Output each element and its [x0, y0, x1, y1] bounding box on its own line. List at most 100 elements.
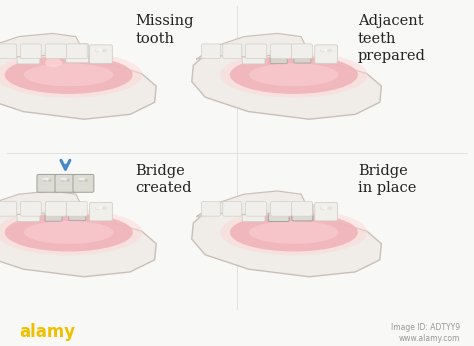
- FancyBboxPatch shape: [242, 203, 265, 221]
- Ellipse shape: [220, 209, 367, 255]
- Ellipse shape: [327, 207, 332, 210]
- Ellipse shape: [102, 49, 107, 52]
- Ellipse shape: [230, 56, 358, 94]
- Polygon shape: [197, 34, 306, 59]
- FancyBboxPatch shape: [315, 45, 337, 63]
- Ellipse shape: [297, 207, 304, 210]
- Ellipse shape: [275, 55, 283, 57]
- Ellipse shape: [321, 49, 328, 52]
- Ellipse shape: [102, 207, 107, 210]
- Ellipse shape: [24, 221, 114, 244]
- FancyBboxPatch shape: [242, 46, 265, 64]
- Polygon shape: [0, 34, 81, 59]
- Ellipse shape: [279, 209, 283, 211]
- FancyBboxPatch shape: [0, 44, 17, 58]
- Ellipse shape: [22, 49, 27, 53]
- Ellipse shape: [84, 179, 88, 182]
- FancyBboxPatch shape: [223, 201, 242, 216]
- FancyBboxPatch shape: [292, 44, 312, 58]
- Ellipse shape: [78, 178, 85, 181]
- Ellipse shape: [247, 207, 253, 211]
- Ellipse shape: [255, 207, 260, 211]
- Ellipse shape: [5, 213, 133, 252]
- FancyBboxPatch shape: [17, 46, 40, 64]
- Polygon shape: [192, 51, 382, 119]
- Ellipse shape: [320, 49, 325, 52]
- Ellipse shape: [303, 208, 307, 211]
- FancyBboxPatch shape: [201, 201, 220, 216]
- FancyBboxPatch shape: [292, 201, 312, 216]
- Ellipse shape: [0, 209, 142, 255]
- Ellipse shape: [66, 179, 70, 182]
- Ellipse shape: [248, 207, 255, 210]
- Polygon shape: [0, 209, 156, 277]
- FancyBboxPatch shape: [66, 201, 87, 216]
- Ellipse shape: [29, 207, 35, 211]
- Ellipse shape: [249, 63, 338, 86]
- Ellipse shape: [298, 208, 302, 211]
- FancyBboxPatch shape: [37, 174, 58, 192]
- Ellipse shape: [29, 49, 35, 53]
- Ellipse shape: [71, 48, 76, 51]
- Ellipse shape: [74, 212, 81, 214]
- Polygon shape: [197, 191, 306, 217]
- Ellipse shape: [48, 179, 52, 182]
- FancyBboxPatch shape: [294, 52, 311, 63]
- Ellipse shape: [320, 207, 325, 210]
- Ellipse shape: [78, 48, 83, 51]
- Ellipse shape: [5, 56, 133, 94]
- Ellipse shape: [248, 49, 255, 52]
- FancyBboxPatch shape: [38, 177, 93, 188]
- Ellipse shape: [0, 52, 142, 98]
- Polygon shape: [0, 51, 156, 119]
- Ellipse shape: [42, 178, 49, 181]
- Ellipse shape: [327, 49, 332, 52]
- Ellipse shape: [24, 63, 114, 86]
- FancyBboxPatch shape: [246, 44, 266, 58]
- Ellipse shape: [61, 179, 65, 182]
- Ellipse shape: [95, 207, 100, 210]
- Ellipse shape: [23, 207, 30, 210]
- Text: Adjacent
teeth
prepared: Adjacent teeth prepared: [358, 14, 426, 63]
- Polygon shape: [0, 191, 81, 217]
- Text: Bridge
created: Bridge created: [135, 164, 191, 195]
- Ellipse shape: [79, 179, 83, 182]
- FancyBboxPatch shape: [69, 209, 86, 221]
- Ellipse shape: [96, 206, 102, 209]
- FancyBboxPatch shape: [271, 201, 292, 216]
- FancyBboxPatch shape: [90, 45, 112, 63]
- Text: Bridge
in place: Bridge in place: [358, 164, 416, 195]
- FancyBboxPatch shape: [55, 174, 76, 192]
- Text: Image ID: ADTYY9: Image ID: ADTYY9: [391, 323, 460, 332]
- Ellipse shape: [22, 207, 27, 211]
- Ellipse shape: [273, 208, 281, 210]
- Ellipse shape: [50, 213, 57, 215]
- FancyBboxPatch shape: [20, 44, 41, 58]
- Ellipse shape: [274, 209, 278, 211]
- FancyBboxPatch shape: [46, 44, 66, 58]
- Ellipse shape: [230, 213, 358, 252]
- FancyBboxPatch shape: [66, 44, 87, 58]
- Ellipse shape: [43, 179, 47, 182]
- FancyBboxPatch shape: [315, 202, 337, 221]
- FancyBboxPatch shape: [292, 204, 313, 221]
- Ellipse shape: [72, 47, 79, 51]
- Ellipse shape: [299, 54, 306, 57]
- Polygon shape: [192, 209, 382, 277]
- FancyBboxPatch shape: [73, 174, 94, 192]
- FancyBboxPatch shape: [20, 201, 41, 216]
- Ellipse shape: [255, 49, 260, 53]
- FancyBboxPatch shape: [268, 204, 289, 221]
- Ellipse shape: [247, 49, 253, 53]
- FancyBboxPatch shape: [246, 201, 266, 216]
- Text: www.alamy.com: www.alamy.com: [399, 334, 460, 343]
- FancyBboxPatch shape: [270, 53, 287, 64]
- FancyBboxPatch shape: [0, 201, 17, 216]
- Ellipse shape: [220, 52, 367, 98]
- FancyBboxPatch shape: [90, 202, 112, 221]
- Ellipse shape: [95, 49, 100, 52]
- Text: Missing
tooth: Missing tooth: [135, 14, 193, 46]
- Ellipse shape: [60, 178, 67, 181]
- Ellipse shape: [45, 58, 62, 67]
- FancyBboxPatch shape: [45, 210, 62, 221]
